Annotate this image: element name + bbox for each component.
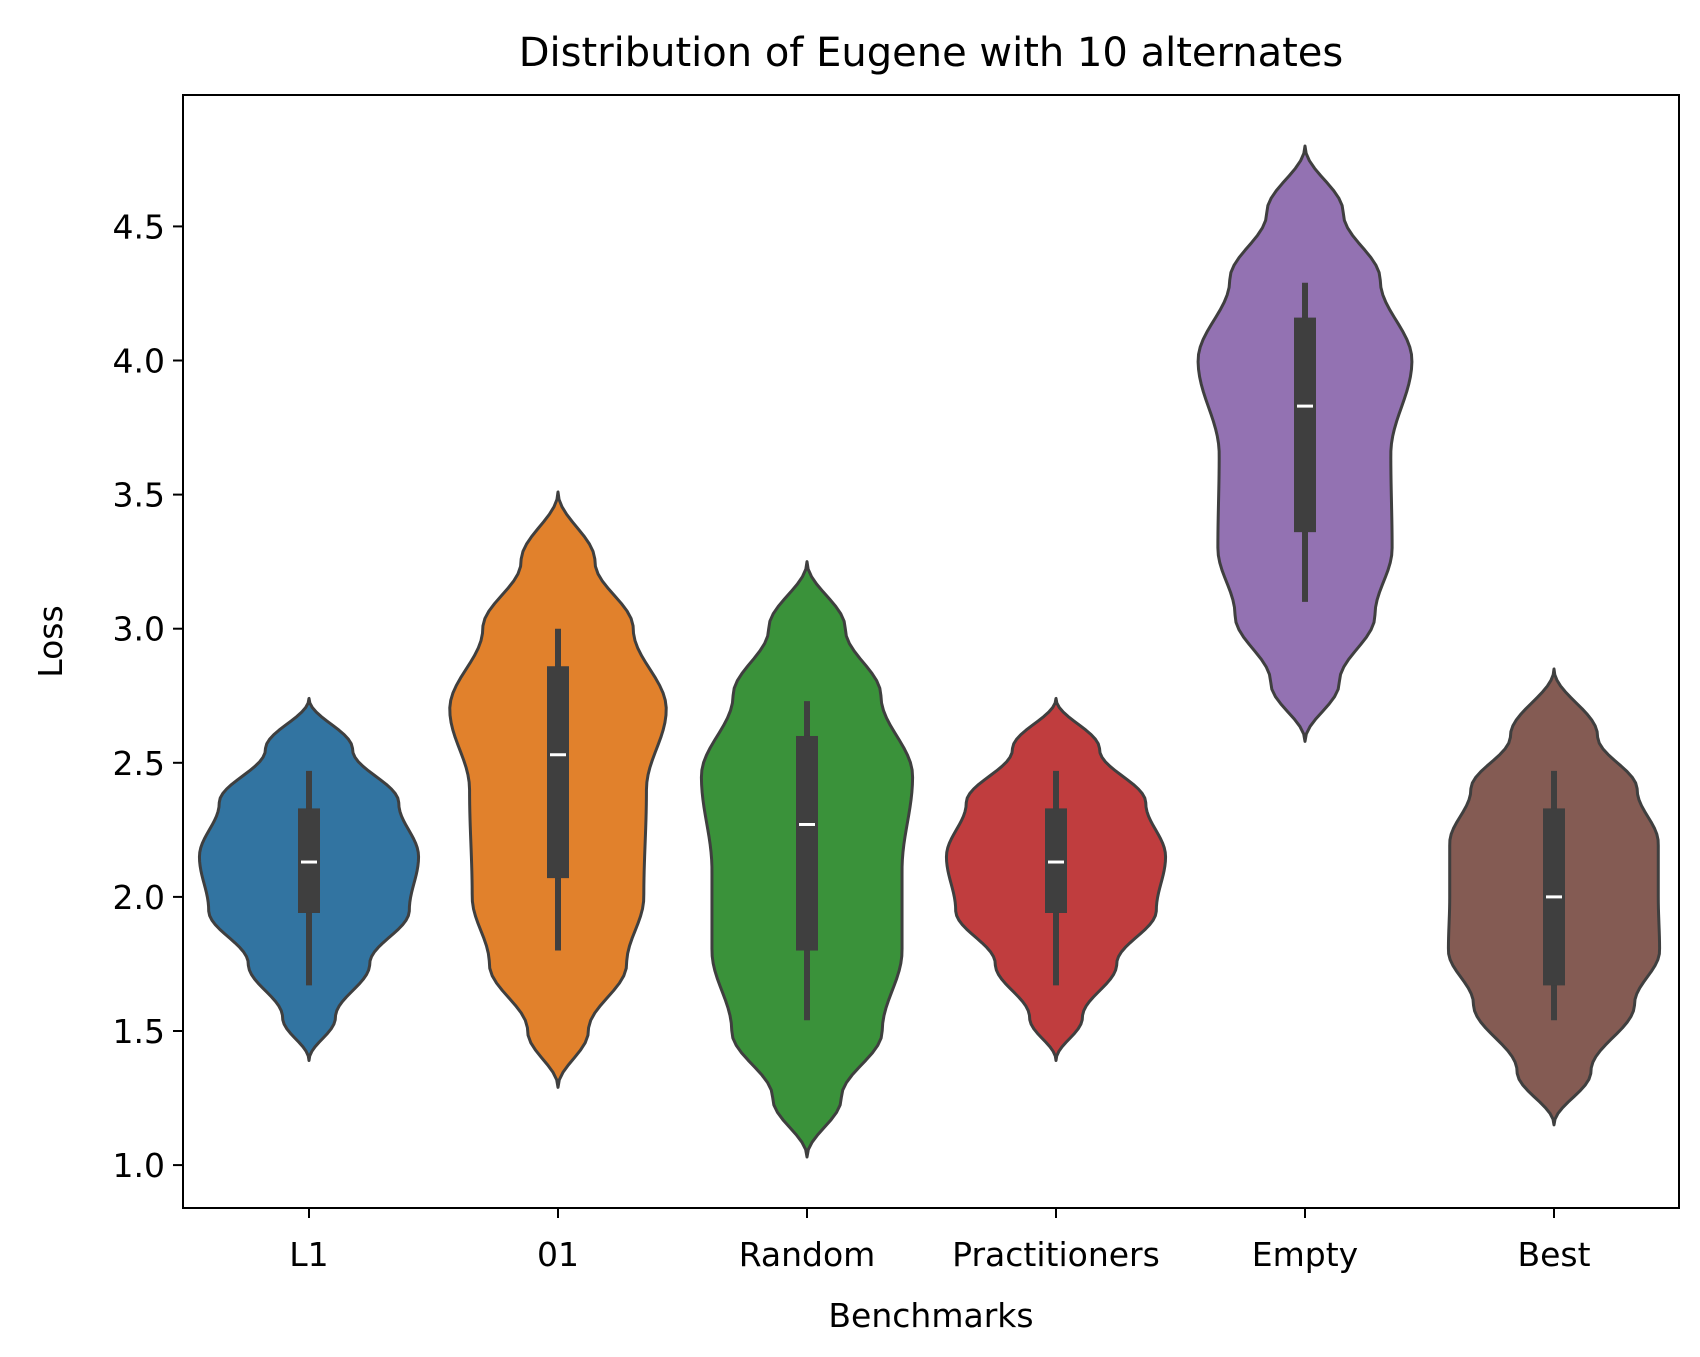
y-tick-label: 3.5 xyxy=(113,476,165,515)
x-axis: L1 01 Random Practitioners Empty Best xyxy=(289,1208,1591,1274)
y-tick-label: 2.5 xyxy=(113,744,165,783)
iqr-box xyxy=(796,735,818,951)
violins-layer xyxy=(197,144,1662,1159)
y-tick-label: 1.0 xyxy=(113,1146,165,1185)
y-tick-label: 3.0 xyxy=(113,610,165,649)
x-tick-label: Practitioners xyxy=(952,1235,1160,1274)
x-tick-label: L1 xyxy=(289,1235,328,1274)
x-axis-label: Benchmarks xyxy=(828,1296,1033,1335)
x-tick-label: Empty xyxy=(1252,1235,1358,1274)
x-tick-label: 01 xyxy=(537,1235,579,1274)
chart-title: Distribution of Eugene with 10 alternate… xyxy=(519,30,1344,76)
y-axis-label: Loss xyxy=(31,605,70,677)
x-tick-label: Random xyxy=(739,1235,876,1274)
y-axis: 1.0 1.5 2.0 2.5 3.0 3.5 4.0 4.5 xyxy=(113,207,183,1185)
y-tick-label: 4.5 xyxy=(113,207,165,246)
violin-01 xyxy=(448,490,668,1089)
violin-practitioners xyxy=(944,696,1168,1062)
iqr-box xyxy=(1294,317,1316,533)
x-tick-label: Best xyxy=(1517,1235,1590,1274)
y-tick-label: 2.0 xyxy=(113,878,165,917)
plot-frame xyxy=(182,94,1680,1209)
violin-best xyxy=(1446,667,1662,1127)
violin-empty xyxy=(1196,144,1414,743)
violin-random xyxy=(699,560,915,1159)
violin-l1 xyxy=(197,696,421,1062)
y-tick-label: 1.5 xyxy=(113,1012,165,1051)
y-tick-label: 4.0 xyxy=(113,342,165,381)
iqr-box xyxy=(547,666,569,879)
